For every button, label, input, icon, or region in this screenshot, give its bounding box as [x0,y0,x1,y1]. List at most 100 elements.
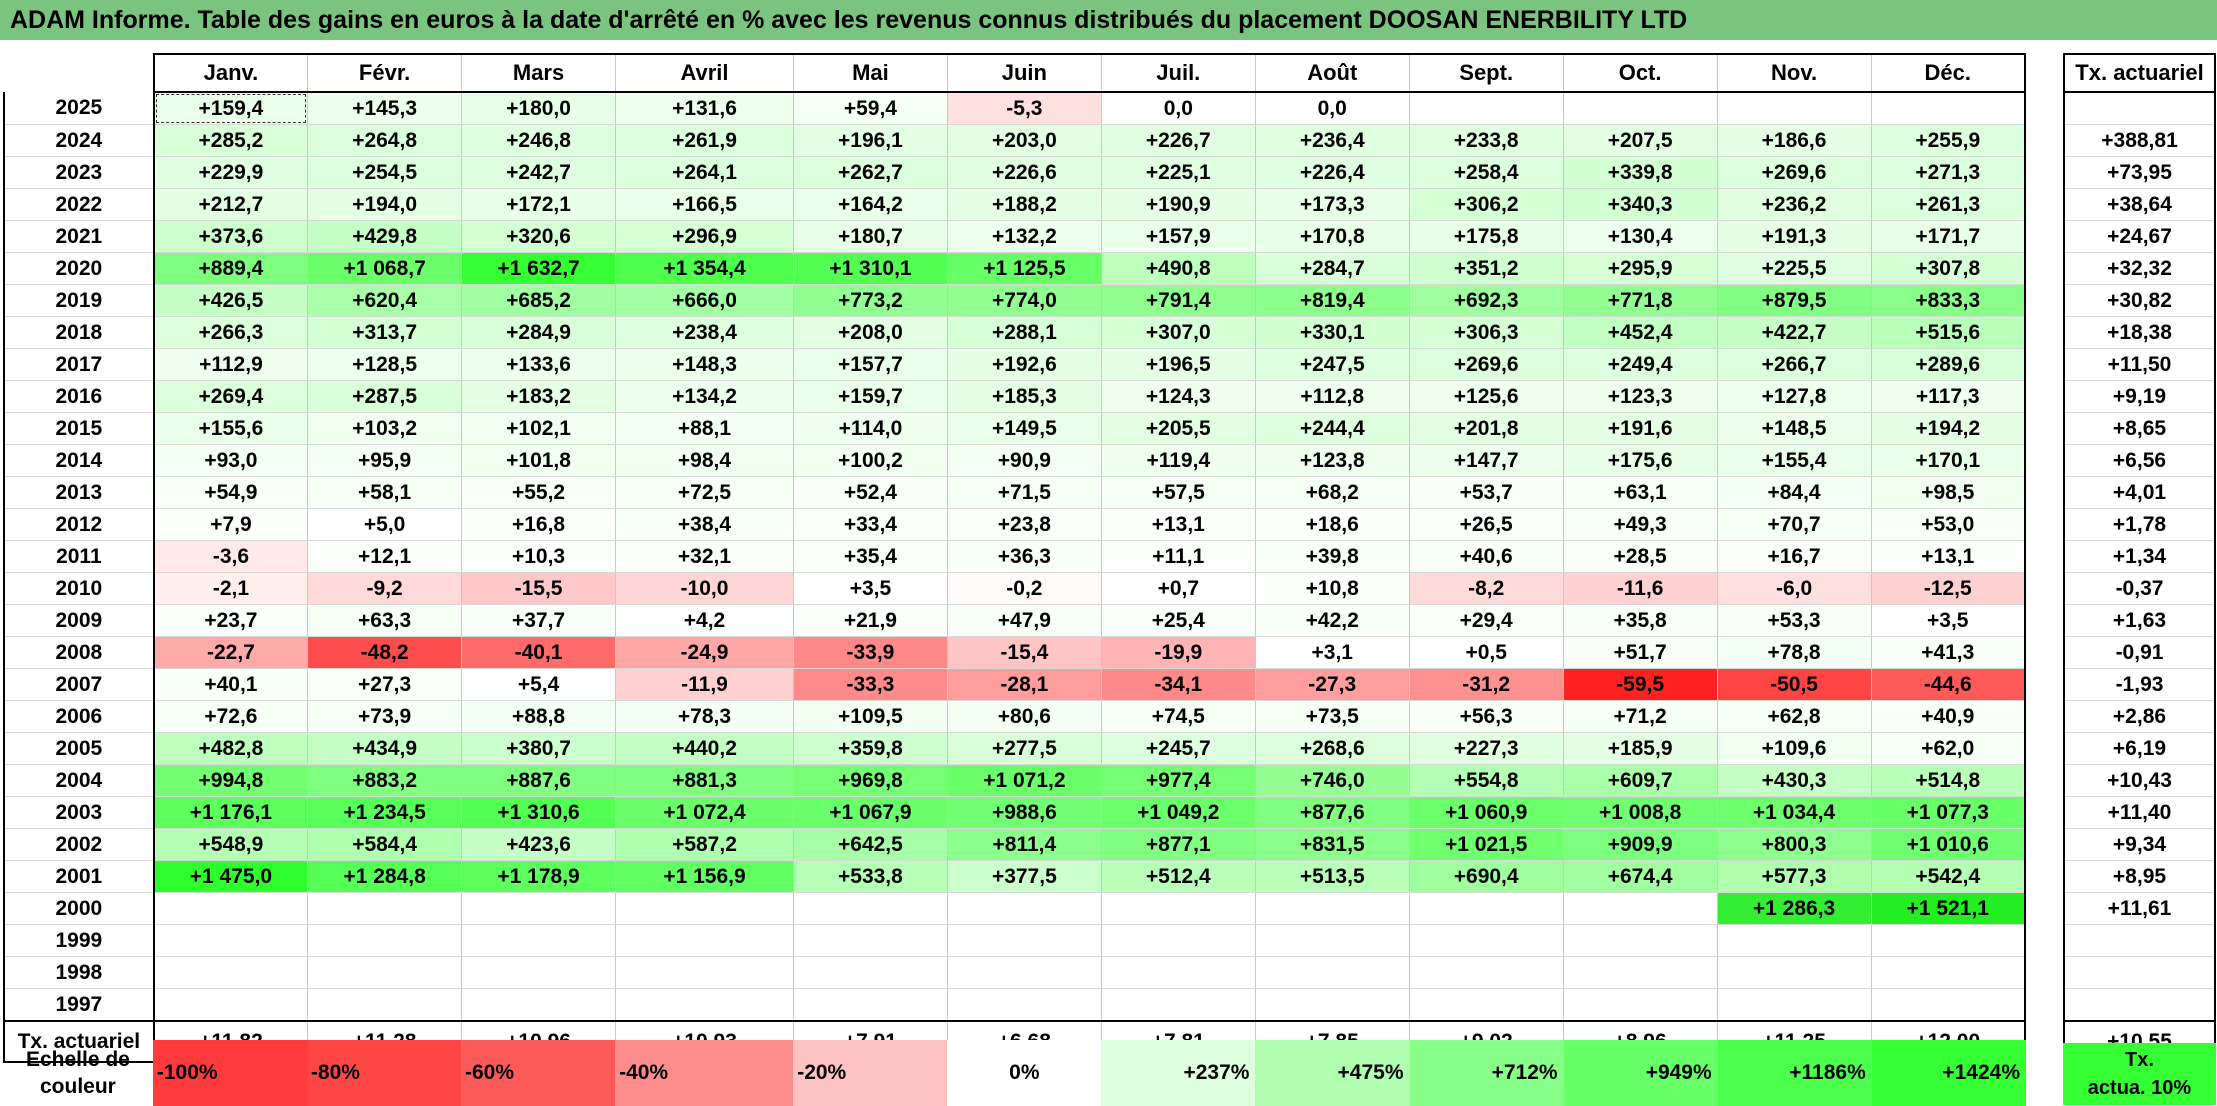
gain-cell[interactable]: +183,2 [461,380,617,413]
gain-cell[interactable]: +512,4 [1100,860,1256,893]
gain-cell[interactable]: +159,7 [792,380,948,413]
gain-cell[interactable]: 0,0 [1254,92,1410,125]
gain-cell[interactable]: +1 068,7 [307,252,463,285]
gain-cell[interactable]: +39,8 [1254,540,1410,573]
gain-cell[interactable]: +1 008,8 [1562,796,1718,829]
gain-cell[interactable] [615,924,794,957]
gain-cell[interactable]: +746,0 [1254,764,1410,797]
gain-cell[interactable]: +194,2 [1870,412,2026,445]
gain-cell[interactable]: +130,4 [1562,220,1718,253]
gain-cell[interactable]: -3,6 [153,540,309,573]
gain-cell[interactable]: +269,4 [153,380,309,413]
gain-cell[interactable]: -12,5 [1870,572,2026,605]
gain-cell[interactable]: -44,6 [1870,668,2026,701]
gain-cell[interactable]: +124,3 [1100,380,1256,413]
gain-cell[interactable]: +194,0 [307,188,463,221]
gain-cell[interactable]: +117,3 [1870,380,2026,413]
gain-cell[interactable]: +171,7 [1870,220,2026,253]
gain-cell[interactable]: +242,7 [461,156,617,189]
gain-cell[interactable]: +40,9 [1870,700,2026,733]
gain-cell[interactable]: +131,6 [615,92,794,125]
gain-cell[interactable]: +70,7 [1716,508,1872,541]
gain-cell[interactable] [792,988,948,1021]
gain-cell[interactable]: -31,2 [1408,668,1564,701]
gain-cell[interactable]: +1 286,3 [1716,892,1872,925]
gain-cell[interactable]: +98,5 [1870,476,2026,509]
gain-cell[interactable]: +205,5 [1100,412,1256,445]
gain-cell[interactable] [946,924,1102,957]
gain-cell[interactable]: +1 049,2 [1100,796,1256,829]
gain-cell[interactable] [615,892,794,925]
gain-cell[interactable]: +295,9 [1562,252,1718,285]
gain-cell[interactable]: +429,8 [307,220,463,253]
gain-cell[interactable]: +269,6 [1408,348,1564,381]
gain-cell[interactable]: +98,4 [615,444,794,477]
gain-cell[interactable]: +584,4 [307,828,463,861]
gain-cell[interactable]: +132,2 [946,220,1102,253]
gain-cell[interactable]: +226,7 [1100,124,1256,157]
gain-cell[interactable]: +284,9 [461,316,617,349]
gain-cell[interactable]: +1 475,0 [153,860,309,893]
gain-cell[interactable]: +685,2 [461,284,617,317]
gain-cell[interactable]: +969,8 [792,764,948,797]
gain-cell[interactable]: +49,3 [1562,508,1718,541]
gain-cell[interactable]: +147,7 [1408,444,1564,477]
gain-cell[interactable]: +203,0 [946,124,1102,157]
gain-cell[interactable]: +482,8 [153,732,309,765]
gain-cell[interactable]: +127,8 [1716,380,1872,413]
gain-cell[interactable] [1408,988,1564,1021]
gain-cell[interactable] [1408,92,1564,125]
gain-cell[interactable]: +103,2 [307,412,463,445]
gain-cell[interactable]: +306,2 [1408,188,1564,221]
gain-cell[interactable]: +56,3 [1408,700,1564,733]
gain-cell[interactable]: +620,4 [307,284,463,317]
gain-cell[interactable]: -22,7 [153,636,309,669]
gain-cell[interactable]: +1 178,9 [461,860,617,893]
gain-cell[interactable]: +47,9 [946,604,1102,637]
gain-cell[interactable]: +71,2 [1562,700,1718,733]
gain-cell[interactable]: +90,9 [946,444,1102,477]
gain-cell[interactable]: +533,8 [792,860,948,893]
gain-cell[interactable]: +351,2 [1408,252,1564,285]
gain-cell[interactable]: +185,3 [946,380,1102,413]
gain-cell[interactable]: +73,5 [1254,700,1410,733]
gain-cell[interactable]: +811,4 [946,828,1102,861]
gain-cell[interactable]: +690,4 [1408,860,1564,893]
gain-cell[interactable]: +887,6 [461,764,617,797]
gain-cell[interactable]: +63,3 [307,604,463,637]
gain-cell[interactable]: +36,3 [946,540,1102,573]
gain-cell[interactable] [1562,892,1718,925]
gain-cell[interactable] [1408,924,1564,957]
gain-cell[interactable] [461,956,617,989]
gain-cell[interactable]: -27,3 [1254,668,1410,701]
gain-cell[interactable]: +245,7 [1100,732,1256,765]
gain-cell[interactable]: +78,8 [1716,636,1872,669]
gain-cell[interactable]: +800,3 [1716,828,1872,861]
gain-cell[interactable]: +642,5 [792,828,948,861]
gain-cell[interactable] [1100,892,1256,925]
gain-cell[interactable]: -6,0 [1716,572,1872,605]
gain-cell[interactable]: +13,1 [1870,540,2026,573]
gain-cell[interactable]: +51,7 [1562,636,1718,669]
gain-cell[interactable]: +134,2 [615,380,794,413]
gain-cell[interactable]: +172,1 [461,188,617,221]
gain-cell[interactable]: +271,3 [1870,156,2026,189]
gain-cell[interactable] [1716,92,1872,125]
gain-cell[interactable]: +148,5 [1716,412,1872,445]
gain-cell[interactable]: +0,7 [1100,572,1256,605]
gain-cell[interactable] [1716,956,1872,989]
gain-cell[interactable]: +114,0 [792,412,948,445]
gain-cell[interactable]: +26,5 [1408,508,1564,541]
gain-cell[interactable]: +109,6 [1716,732,1872,765]
gain-cell[interactable]: +185,9 [1562,732,1718,765]
gain-cell[interactable]: +515,6 [1870,316,2026,349]
gain-cell[interactable]: +771,8 [1562,284,1718,317]
gain-cell[interactable]: +246,8 [461,124,617,157]
gain-cell[interactable]: +1 060,9 [1408,796,1564,829]
gain-cell[interactable]: +149,5 [946,412,1102,445]
gain-cell[interactable]: +170,8 [1254,220,1410,253]
gain-cell[interactable]: -2,1 [153,572,309,605]
gain-cell[interactable]: +128,5 [307,348,463,381]
gain-cell[interactable]: +377,5 [946,860,1102,893]
gain-cell[interactable]: +37,7 [461,604,617,637]
